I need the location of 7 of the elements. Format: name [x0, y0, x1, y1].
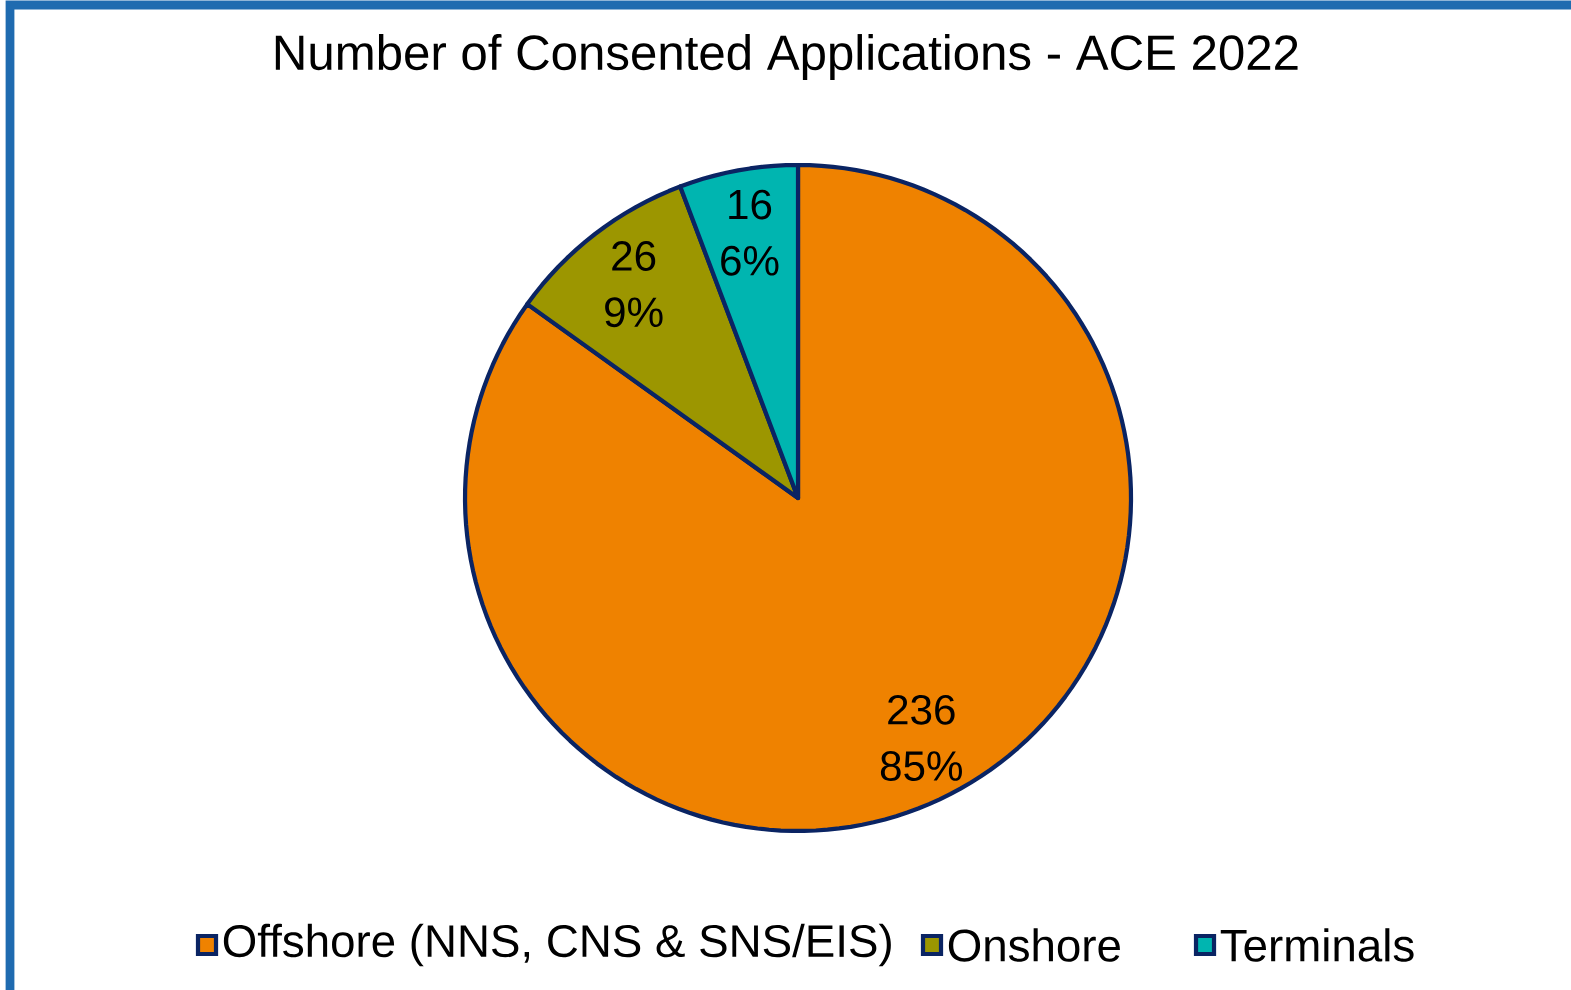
legend-label: Onshore [948, 928, 1120, 962]
data-label: 236 85% [880, 694, 962, 781]
legend-label: Terminals [1220, 928, 1414, 962]
data-label: 16 6% [721, 189, 779, 276]
chart-title: Number of Consented Applications - ACE 2022 [275, 34, 1298, 80]
legend-label: Offshore (NNS, CNS & SNS/EIS) [223, 923, 891, 967]
data-label: 26 9% [605, 241, 663, 328]
